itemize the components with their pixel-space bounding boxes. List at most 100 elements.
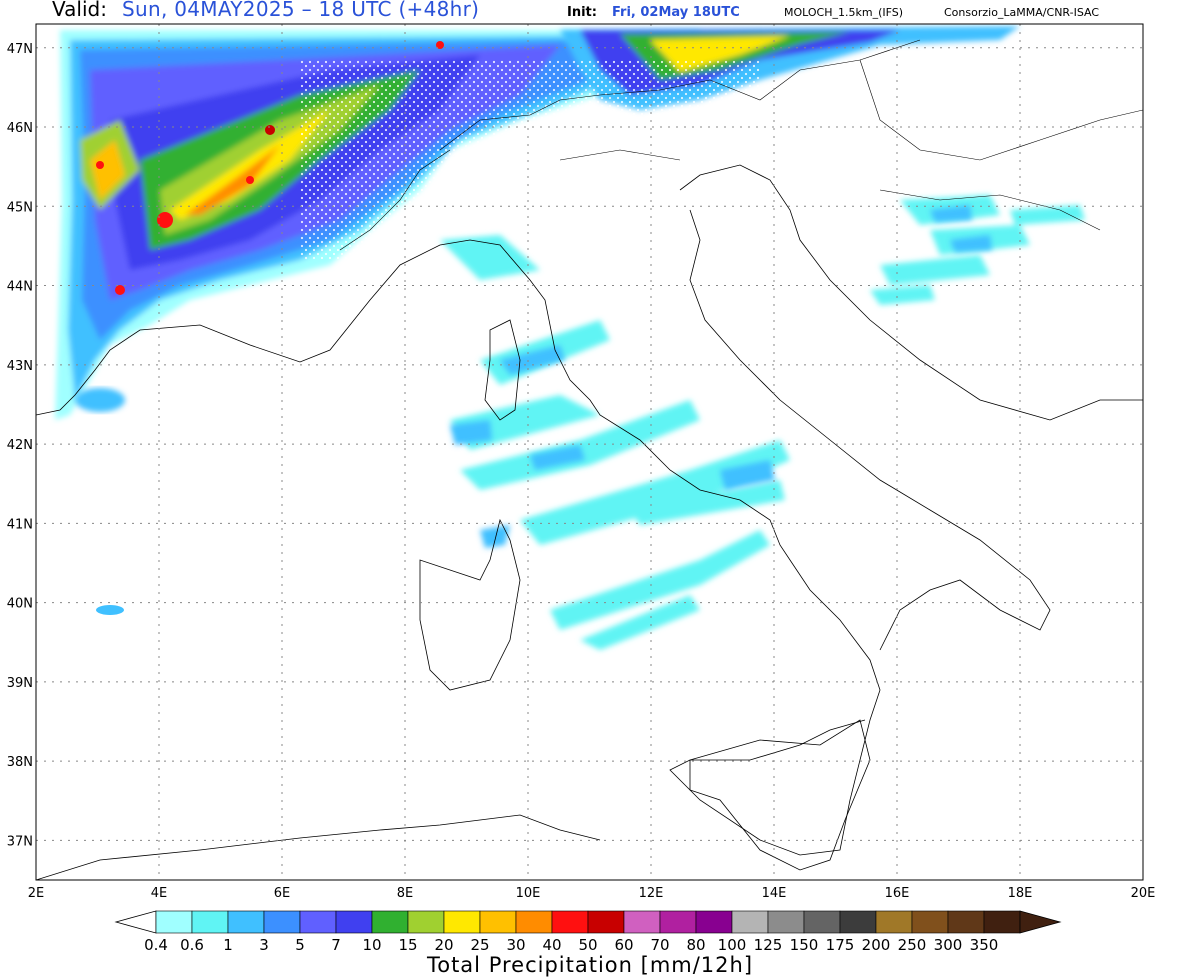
lon-tick-label: 18E <box>1008 886 1033 901</box>
lon-tick-label: 8E <box>397 886 414 901</box>
colorbar-swatch <box>803 910 841 934</box>
lat-tick-label: 39N <box>7 676 33 691</box>
isolated-cell <box>96 605 124 615</box>
colorbar-tick-label: 1 <box>223 936 233 954</box>
colorbar-tick-label: 0.6 <box>180 936 204 954</box>
colorbar-swatch <box>947 910 985 934</box>
colorbar-swatch <box>623 910 661 934</box>
colorbar-tick-label: 7 <box>331 936 341 954</box>
colorbar-tick-label: 300 <box>933 936 963 954</box>
colorbar-tick-label: 3 <box>259 936 269 954</box>
colorbar-tick-label: 100 <box>717 936 747 954</box>
map-frame <box>35 23 1144 881</box>
colorbar-swatch <box>155 910 193 934</box>
colorbar-tick-label: 10 <box>362 936 382 954</box>
lon-tick-label: 20E <box>1131 886 1156 901</box>
lat-tick-label: 37N <box>7 834 33 849</box>
colorbar-tick-label: 25 <box>470 936 490 954</box>
longitude-labels: 2E 4E 6E 8E 10E 12E 14E 16E 18E 20E <box>28 886 1156 901</box>
sardinia <box>419 518 521 691</box>
colorbar-tick-label: 150 <box>789 936 819 954</box>
lon-tick-label: 2E <box>28 886 45 901</box>
lion-gulf-cell <box>75 388 125 412</box>
colorbar-swatch <box>335 910 373 934</box>
colorbar-swatch <box>695 910 733 934</box>
france-italy-border <box>339 149 451 251</box>
corsica <box>484 319 521 421</box>
slovenia-croatia-border <box>859 59 1143 161</box>
colorbar-tick-label: 125 <box>753 936 783 954</box>
colorbar-swatch <box>371 910 409 934</box>
colorbar-swatch <box>839 910 877 934</box>
lon-tick-label: 10E <box>516 886 541 901</box>
colorbar-tick-label: 250 <box>897 936 927 954</box>
colorbar-tick-label: 5 <box>295 936 305 954</box>
colorbar-tick-label: 50 <box>578 936 598 954</box>
colorbar-swatch <box>983 910 1021 934</box>
colorbar-under-arrow <box>114 910 157 934</box>
colorbar-swatch <box>479 910 517 934</box>
colorbar-tick-label: 40 <box>542 936 562 954</box>
lon-tick-label: 14E <box>762 886 787 901</box>
colorbar-swatch <box>875 910 913 934</box>
lat-tick-label: 43N <box>7 359 33 374</box>
lon-tick-label: 6E <box>274 886 291 901</box>
colorbar-tick-label: 175 <box>825 936 855 954</box>
valid-time: Sun, 04MAY2025 – 18 UTC (+48hr) <box>122 0 480 21</box>
north-regions <box>559 149 681 161</box>
alpine-border <box>439 39 921 151</box>
lat-tick-label: 41N <box>7 517 33 532</box>
colorbar-swatch <box>191 910 229 934</box>
valid-label: Valid: <box>52 0 107 21</box>
latitude-labels: 37N 38N 39N 40N 41N 42N 43N 44N 45N 46N 47N <box>7 42 33 850</box>
lon-tick-label: 12E <box>639 886 664 901</box>
colorbar-swatch <box>407 910 445 934</box>
colorbar-tick-label: 70 <box>650 936 670 954</box>
bosnia-border <box>879 189 1101 231</box>
coastlines <box>36 164 1143 880</box>
colorbar-swatch <box>443 910 481 934</box>
lat-tick-label: 38N <box>7 755 33 770</box>
header: Valid: Sun, 04MAY2025 – 18 UTC (+48hr) I… <box>0 0 1180 24</box>
model-name: MOLOCH_1.5km_(IFS) <box>784 6 904 19</box>
colorbar-swatch <box>767 910 805 934</box>
colorbar-tick-label: 350 <box>969 936 999 954</box>
colorbar <box>114 910 1062 934</box>
colorbar-swatch <box>551 910 589 934</box>
colorbar-swatch <box>227 910 265 934</box>
init-time: Fri, 02May 18UTC <box>612 5 740 20</box>
lon-tick-label: 4E <box>151 886 168 901</box>
lat-tick-label: 45N <box>7 200 33 215</box>
borders <box>339 39 1143 251</box>
colorbar-tick-label: 20 <box>434 936 454 954</box>
north-africa-coast <box>36 814 601 880</box>
colorbar-tick-label: 60 <box>614 936 634 954</box>
consortium-name: Consorzio_LaMMA/CNR-ISAC <box>944 6 1100 19</box>
lat-tick-label: 40N <box>7 597 33 612</box>
adriatic-east-coast <box>679 164 1143 421</box>
colorbar-swatch <box>911 910 949 934</box>
colorbar-tick-label: 30 <box>506 936 526 954</box>
colorbar-swatch <box>299 910 337 934</box>
colorbar-over-arrow <box>1019 910 1062 934</box>
lat-lon-grid <box>36 24 1143 880</box>
colorbar-tick-label: 0.4 <box>144 936 168 954</box>
colorbar-tick-label: 200 <box>861 936 891 954</box>
colorbar-swatch <box>515 910 553 934</box>
colorbar-tick-label: 80 <box>686 936 706 954</box>
init-label: Init: <box>567 5 597 20</box>
lon-tick-label: 16E <box>885 886 910 901</box>
tyrrhenian-streaks <box>440 235 790 650</box>
lat-tick-label: 46N <box>7 121 33 136</box>
italy-east-coast <box>689 209 1051 651</box>
lat-tick-label: 42N <box>7 438 33 453</box>
lat-tick-label: 47N <box>7 42 33 57</box>
italy-west-coast <box>36 239 881 856</box>
colorbar-tick-label: 15 <box>398 936 418 954</box>
colorbar-swatch <box>263 910 301 934</box>
colorbar-swatch <box>587 910 625 934</box>
precipitation-field <box>55 26 1085 650</box>
colorbar-swatch <box>659 910 697 934</box>
colorbar-title: Total Precipitation [mm/12h] <box>426 953 754 977</box>
